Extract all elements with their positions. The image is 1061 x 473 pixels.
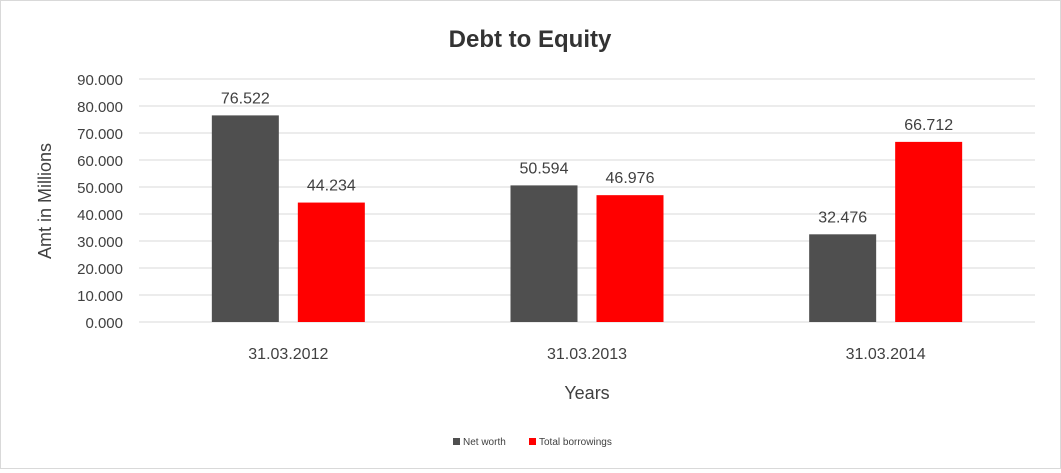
data-label: 46.976 (606, 170, 655, 187)
y-tick-label: 20.000 (77, 261, 123, 278)
data-label: 76.522 (221, 90, 270, 107)
legend-label: Total borrowings (539, 437, 612, 448)
data-label: 32.476 (818, 209, 867, 226)
x-axis-label: Years (564, 383, 609, 403)
x-axis-ticks: 31.03.2012 31.03.2013 31.03.2014 (248, 346, 926, 363)
x-tick-label: 31.03.2013 (547, 346, 627, 363)
y-axis-label: Amt in Millions (35, 143, 55, 259)
bar-total-borrowings (596, 195, 664, 322)
data-label: 50.594 (520, 160, 569, 177)
y-tick-label: 30.000 (77, 234, 123, 251)
bar-net-worth (809, 234, 877, 322)
y-tick-label: 0.000 (85, 315, 123, 332)
y-tick-label: 80.000 (77, 99, 123, 116)
bar-total-borrowings (895, 141, 963, 322)
y-tick-label: 50.000 (77, 180, 123, 197)
y-tick-label: 10.000 (77, 288, 123, 305)
y-axis-ticks: 0.000 10.000 20.000 30.000 40.000 50.000 60.00… (77, 72, 123, 332)
legend: Net worth Total borrowings (453, 437, 612, 448)
legend-swatch (529, 438, 536, 445)
chart-title: Debt to Equity (449, 26, 612, 53)
bar-net-worth (510, 185, 578, 322)
x-tick-label: 31.03.2014 (846, 346, 926, 363)
bar-total-borrowings (297, 202, 365, 322)
x-tick-label: 31.03.2012 (248, 346, 328, 363)
legend-label: Net worth (463, 437, 506, 448)
data-label: 66.712 (904, 117, 953, 134)
y-tick-label: 40.000 (77, 207, 123, 224)
bars: 76.522 44.234 50.594 46.976 32.476 66.712 (211, 90, 963, 323)
bar-net-worth (211, 115, 279, 323)
y-tick-label: 70.000 (77, 126, 123, 143)
gridlines (139, 78, 1035, 323)
data-label: 44.234 (307, 178, 356, 195)
legend-swatch (453, 438, 460, 445)
y-tick-label: 60.000 (77, 153, 123, 170)
y-tick-label: 90.000 (77, 72, 123, 89)
